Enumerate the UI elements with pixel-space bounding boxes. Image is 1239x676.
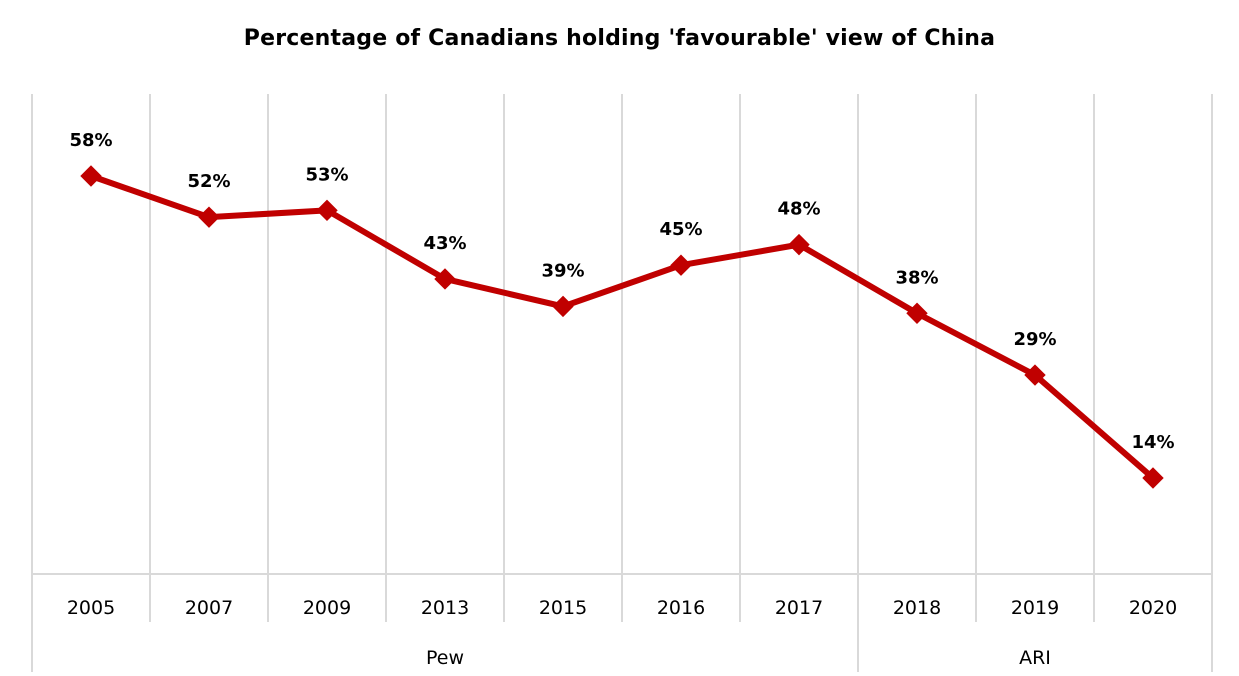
data-label: 29% (1013, 329, 1056, 350)
data-label: 39% (541, 260, 584, 281)
data-point-marker (906, 302, 928, 324)
data-label: 58% (69, 130, 112, 151)
series-line (88, 173, 1156, 481)
data-point-marker (788, 233, 810, 256)
data-point-marker (670, 254, 692, 276)
data-label: 53% (305, 164, 348, 185)
data-label: 14% (1131, 432, 1174, 453)
data-point-marker (198, 206, 220, 228)
data-point-marker (1024, 364, 1046, 386)
data-label: 45% (659, 219, 702, 240)
data-label: 38% (895, 267, 938, 288)
x-tick-label: 2020 (1129, 597, 1177, 619)
data-point-marker (80, 165, 102, 187)
category-group-label: Pew (426, 647, 464, 669)
x-tick-label: 2019 (1011, 597, 1059, 619)
x-tick-label: 2013 (421, 597, 469, 619)
x-tick-label: 2018 (893, 597, 941, 619)
x-tick-label: 2017 (775, 597, 823, 619)
data-point-marker (316, 199, 338, 222)
x-tick-label: 2005 (67, 597, 115, 619)
x-tick-label: 2015 (539, 597, 587, 619)
x-tick-label: 2016 (657, 597, 705, 619)
data-point-marker (434, 268, 456, 290)
data-label: 43% (423, 233, 466, 254)
chart-title: Percentage of Canadians holding 'favoura… (243, 26, 996, 51)
data-label: 52% (187, 171, 230, 192)
category-group-label: ARI (1019, 647, 1051, 669)
data-label: 48% (777, 199, 820, 220)
data-point-marker (1142, 467, 1164, 489)
x-tick-label: 2007 (185, 597, 233, 619)
x-tick-label: 2009 (303, 597, 351, 619)
data-point-marker (552, 295, 574, 318)
